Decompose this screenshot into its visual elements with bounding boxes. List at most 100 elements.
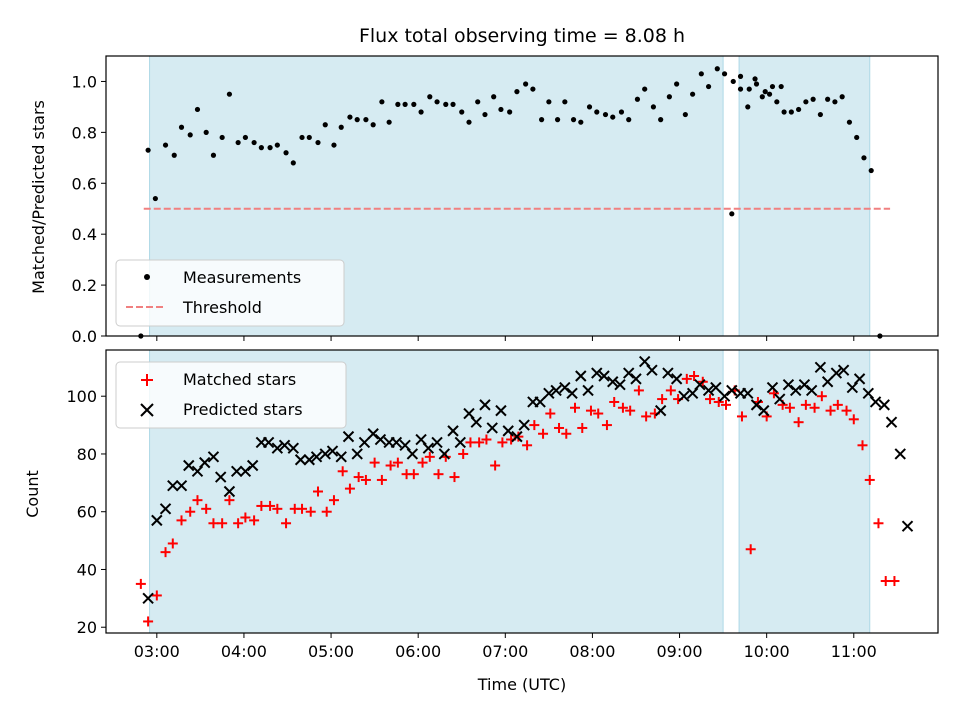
observing-interval-0-1	[738, 55, 871, 337]
point-1-0-93	[880, 576, 891, 587]
point-1-0-84	[809, 402, 820, 413]
point-1-0-92	[873, 518, 884, 529]
point-1-1-95	[901, 520, 914, 532]
bottom-xlabel: Time (UTC)	[477, 675, 566, 694]
point-1-1-69	[694, 378, 706, 391]
point-1-0-40	[458, 448, 469, 459]
point-1-1-22	[319, 448, 331, 460]
point-1-1-43	[486, 422, 498, 434]
point-1-0-20	[297, 503, 308, 514]
point-1-1-79	[774, 393, 786, 405]
legend-measurements-marker	[144, 274, 150, 280]
point-0-0-38	[443, 101, 449, 107]
point-1-1-58	[607, 376, 619, 388]
point-1-1-60	[623, 367, 635, 379]
point-1-1-94	[894, 448, 906, 460]
legend-threshold-label: Threshold	[182, 298, 262, 317]
point-0-0-52	[554, 117, 561, 123]
point-1-1-18	[287, 442, 300, 454]
point-1-0-14	[249, 515, 260, 526]
point-1-0-43	[481, 434, 492, 445]
point-1-1-49	[534, 396, 546, 408]
point-1-1-1	[151, 514, 163, 527]
point-1-0-27	[353, 472, 364, 483]
point-1-1-71	[710, 381, 722, 394]
point-1-1-17	[278, 439, 291, 452]
point-1-0-42	[474, 437, 485, 448]
point-0-0-50	[539, 117, 545, 123]
point-1-1-52	[559, 381, 571, 394]
point-0-0-9	[210, 152, 217, 158]
point-1-1-92	[878, 399, 890, 411]
point-1-1-27	[358, 436, 371, 449]
point-0-0-36	[427, 94, 433, 100]
point-1-1-26	[351, 448, 363, 460]
x-tick-label-5: 08:00	[569, 642, 615, 661]
point-0-0-59	[610, 114, 616, 120]
point-1-0-69	[689, 370, 700, 381]
point-1-0-23	[321, 506, 332, 517]
point-0-0-2	[152, 195, 158, 202]
point-1-1-80	[782, 378, 795, 391]
point-0-0-8	[203, 129, 209, 135]
chart-title: Flux total observing time = 8.08 h	[359, 25, 685, 47]
legend-matched-label: Matched stars	[183, 370, 296, 389]
point-1-1-37	[438, 448, 451, 460]
point-0-0-46	[507, 109, 513, 115]
y-tick-label-1-3: 80	[77, 445, 97, 464]
point-1-1-10	[223, 485, 236, 498]
point-1-0-21	[305, 506, 316, 517]
point-0-0-49	[530, 86, 536, 92]
point-1-0-1	[143, 616, 154, 627]
point-1-0-7	[192, 495, 203, 506]
point-0-0-74	[730, 78, 736, 85]
point-0-0-53	[562, 99, 568, 105]
point-0-0-79	[769, 83, 776, 90]
point-0-0-31	[386, 119, 392, 125]
point-1-0-18	[281, 518, 292, 529]
point-0-0-37	[434, 99, 440, 105]
point-1-0-26	[344, 483, 355, 494]
point-1-1-65	[662, 367, 674, 379]
point-0-0-71	[705, 83, 712, 90]
point-1-0-85	[816, 391, 827, 402]
point-1-0-50	[538, 428, 549, 439]
point-1-0-72	[713, 396, 724, 407]
point-0-0-95	[832, 99, 838, 105]
y-tick-label-1-4: 100	[66, 387, 97, 406]
point-0-0-88	[781, 109, 787, 115]
point-0-0-84	[752, 76, 758, 82]
point-1-0-16	[265, 500, 276, 511]
point-0-0-64	[650, 104, 657, 110]
point-0-0-58	[602, 111, 609, 118]
x-tick-label-7: 10:00	[744, 642, 790, 661]
point-1-0-17	[272, 503, 283, 514]
x-tick-label-1: 04:00	[221, 642, 267, 661]
bottom-legend: Matched stars Predicted stars	[115, 361, 347, 429]
point-0-0-68	[682, 111, 688, 118]
point-1-0-22	[312, 486, 323, 497]
legend-predicted-marker	[140, 403, 154, 417]
point-1-1-78	[766, 381, 779, 394]
point-1-0-9	[208, 518, 219, 529]
point-1-1-33	[406, 448, 419, 460]
point-1-1-84	[814, 361, 827, 374]
point-1-1-7	[199, 456, 211, 469]
point-0-0-27	[354, 117, 360, 123]
axes-frame-0	[105, 55, 939, 337]
point-1-0-71	[705, 394, 716, 405]
point-0-0-70	[698, 71, 704, 77]
point-0-0-42	[475, 99, 481, 105]
observing-interval-1-1	[738, 349, 871, 634]
point-1-1-19	[294, 454, 307, 466]
point-1-1-28	[367, 428, 379, 440]
x-tick-label-0: 03:00	[134, 642, 180, 661]
point-1-0-51	[545, 408, 556, 419]
point-1-1-3	[167, 480, 179, 492]
point-0-0-89	[788, 109, 794, 115]
point-1-0-28	[360, 474, 371, 485]
point-1-0-24	[328, 495, 339, 506]
point-1-0-66	[665, 385, 676, 396]
y-tick-label-0-3: 0.6	[72, 174, 97, 193]
point-1-1-77	[758, 404, 770, 417]
